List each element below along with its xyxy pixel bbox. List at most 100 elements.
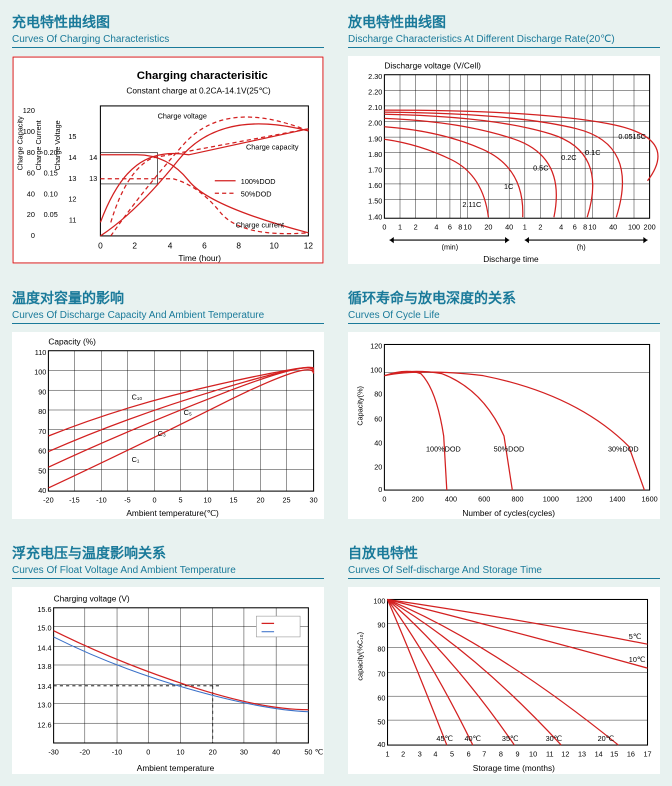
svg-text:Charge Voltage: Charge Voltage <box>53 120 62 170</box>
svg-text:(h): (h) <box>577 242 586 251</box>
title-en: Curves Of Cycle Life <box>348 310 660 324</box>
title-en: Curves Of Discharge Capacity And Ambient… <box>12 310 324 324</box>
svg-text:C₁₀: C₁₀ <box>132 393 143 402</box>
svg-text:Charge capacity: Charge capacity <box>246 143 299 152</box>
svg-text:1400: 1400 <box>609 495 625 504</box>
svg-text:100: 100 <box>628 223 640 232</box>
svg-text:3: 3 <box>418 750 422 759</box>
svg-text:4: 4 <box>433 750 437 759</box>
svg-text:℃: ℃ <box>315 748 323 757</box>
svg-text:60: 60 <box>38 447 46 456</box>
svg-text:7: 7 <box>482 750 486 759</box>
svg-text:400: 400 <box>445 495 457 504</box>
svg-text:-5: -5 <box>124 496 130 505</box>
panel-self-discharge: 自放电特性 Curves Of Self-discharge And Stora… <box>348 543 660 774</box>
svg-text:2: 2 <box>414 223 418 232</box>
svg-text:Capacity(%): Capacity(%) <box>356 386 365 426</box>
svg-text:90: 90 <box>377 621 385 630</box>
svg-text:-30: -30 <box>48 748 59 757</box>
svg-text:20: 20 <box>374 462 382 471</box>
svg-text:10: 10 <box>588 223 596 232</box>
svg-text:15.6: 15.6 <box>37 605 51 614</box>
svg-text:0.1C: 0.1C <box>585 148 600 157</box>
svg-text:60: 60 <box>374 414 382 423</box>
svg-text:120: 120 <box>370 342 382 351</box>
svg-text:2: 2 <box>132 240 137 250</box>
svg-text:1: 1 <box>386 750 390 759</box>
svg-text:11: 11 <box>546 750 554 759</box>
svg-text:70: 70 <box>38 427 46 436</box>
svg-text:40: 40 <box>27 189 35 198</box>
svg-text:14: 14 <box>595 750 603 759</box>
chart-temp-capacity: Capacity (%) 11010090 807060 <box>12 332 324 519</box>
svg-text:Charge voltage: Charge voltage <box>158 111 207 120</box>
svg-text:1: 1 <box>398 223 402 232</box>
svg-text:14.4: 14.4 <box>37 644 51 653</box>
svg-text:14: 14 <box>89 153 97 162</box>
svg-text:100: 100 <box>34 368 46 377</box>
svg-text:0: 0 <box>31 231 35 240</box>
svg-text:30: 30 <box>240 748 248 757</box>
svg-text:80: 80 <box>377 645 385 654</box>
svg-text:16: 16 <box>627 750 635 759</box>
svg-text:6: 6 <box>573 223 577 232</box>
svg-text:5: 5 <box>450 750 454 759</box>
svg-text:80: 80 <box>27 148 35 157</box>
title-cn: 充电特性曲线图 <box>12 12 324 32</box>
svg-text:20: 20 <box>257 496 265 505</box>
svg-text:6: 6 <box>202 240 207 250</box>
svg-text:40: 40 <box>505 223 513 232</box>
svg-text:6: 6 <box>448 223 452 232</box>
svg-text:8: 8 <box>236 240 241 250</box>
svg-text:Charge current: Charge current <box>236 221 284 230</box>
svg-text:8: 8 <box>458 223 462 232</box>
svg-text:0.15: 0.15 <box>44 169 58 178</box>
svg-text:4: 4 <box>168 240 173 250</box>
svg-text:-10: -10 <box>112 748 123 757</box>
title-cn: 温度对容量的影响 <box>12 288 324 308</box>
svg-text:-20: -20 <box>80 748 91 757</box>
svg-text:13: 13 <box>68 174 76 183</box>
svg-text:5℃: 5℃ <box>629 632 641 641</box>
svg-text:50: 50 <box>377 717 385 726</box>
svg-text:50%DOD: 50%DOD <box>241 189 272 198</box>
svg-text:15: 15 <box>610 750 618 759</box>
svg-text:(min): (min) <box>442 242 459 251</box>
svg-text:Discharge time: Discharge time <box>483 254 539 264</box>
svg-text:100: 100 <box>373 597 385 606</box>
title-en: Curves Of Float Voltage And Ambient Temp… <box>12 565 324 579</box>
svg-text:1200: 1200 <box>576 495 592 504</box>
svg-text:1.90: 1.90 <box>368 134 382 143</box>
svg-text:1: 1 <box>523 223 527 232</box>
svg-text:Storage time (months): Storage time (months) <box>473 763 555 773</box>
svg-text:8: 8 <box>583 223 587 232</box>
svg-text:25: 25 <box>283 496 291 505</box>
title-en: Discharge Characteristics At Different D… <box>348 34 660 48</box>
svg-text:35℃: 35℃ <box>502 734 518 743</box>
title-en: Curves Of Self-discharge And Storage Tim… <box>348 565 660 579</box>
chart-grid: 充电特性曲线图 Curves Of Charging Characteristi… <box>12 12 660 774</box>
svg-text:2.10: 2.10 <box>368 103 382 112</box>
svg-text:0: 0 <box>382 223 386 232</box>
svg-text:10: 10 <box>203 496 211 505</box>
svg-text:1.50: 1.50 <box>368 197 382 206</box>
svg-text:0: 0 <box>152 496 156 505</box>
chart-title: Charging characterisitic <box>137 70 269 82</box>
svg-text:2.11C: 2.11C <box>462 200 481 209</box>
svg-text:1.40: 1.40 <box>368 212 382 221</box>
svg-text:50: 50 <box>38 466 46 475</box>
svg-text:C₃: C₃ <box>158 429 166 438</box>
panel-temp-capacity: 温度对容量的影响 Curves Of Discharge Capacity An… <box>12 288 324 519</box>
svg-text:C₁: C₁ <box>132 455 140 464</box>
svg-text:40℃: 40℃ <box>464 734 480 743</box>
svg-text:8: 8 <box>499 750 503 759</box>
svg-text:Charge Capacity: Charge Capacity <box>15 116 24 170</box>
title-cn: 浮充电压与温度影响关系 <box>12 543 324 563</box>
svg-text:30℃: 30℃ <box>546 734 562 743</box>
svg-text:Ambient temperature(℃): Ambient temperature(℃) <box>126 508 219 518</box>
svg-text:15.0: 15.0 <box>37 624 51 633</box>
svg-text:2: 2 <box>401 750 405 759</box>
svg-text:10: 10 <box>269 240 279 250</box>
svg-text:2: 2 <box>538 223 542 232</box>
svg-text:1000: 1000 <box>543 495 559 504</box>
